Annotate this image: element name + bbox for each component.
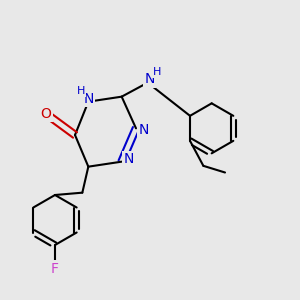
Text: F: F [51,262,59,276]
Text: O: O [40,107,51,121]
Text: N: N [144,72,154,86]
Text: H: H [77,86,85,96]
Text: N: N [123,152,134,166]
Text: N: N [138,123,148,137]
Text: H: H [153,67,161,77]
Text: N: N [83,92,94,106]
